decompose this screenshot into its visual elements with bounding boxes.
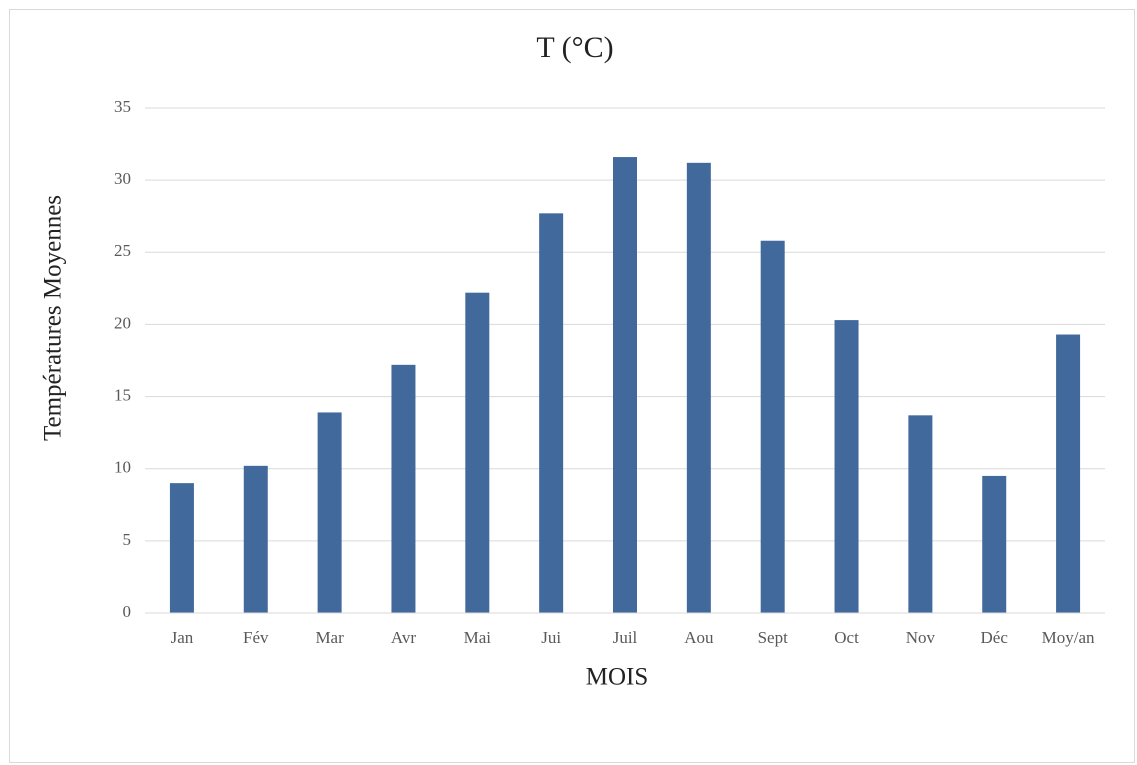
- bar: [982, 475, 1007, 613]
- bar: [243, 465, 268, 613]
- y-axis-title: Températures Moyennes: [40, 195, 67, 441]
- bar: [613, 157, 637, 614]
- x-tick-label: Sept: [758, 628, 789, 647]
- x-tick-label: Mai: [464, 628, 492, 647]
- bar: [1056, 334, 1081, 613]
- x-tick-label: Jui: [541, 628, 561, 647]
- x-tick-label: Nov: [906, 628, 936, 647]
- bar: [539, 213, 564, 614]
- bar: [391, 364, 416, 613]
- bar: [834, 320, 859, 613]
- y-tick-label: 25: [114, 241, 131, 260]
- chart-frame: [9, 9, 1135, 763]
- x-tick-label: Fév: [243, 628, 269, 647]
- bar: [908, 415, 933, 613]
- x-tick-label: Juil: [613, 628, 638, 647]
- x-tick-label: Jan: [171, 628, 194, 647]
- bar: [169, 483, 194, 613]
- x-tick-label: Moy/an: [1042, 628, 1095, 647]
- x-tick-label: Oct: [834, 628, 859, 647]
- bar: [317, 412, 342, 613]
- y-tick-label: 30: [114, 169, 131, 188]
- y-tick-label: 0: [123, 602, 132, 621]
- x-tick-label: Déc: [981, 628, 1009, 647]
- bar: [465, 292, 490, 613]
- bar: [760, 240, 785, 613]
- x-tick-label: Aou: [684, 628, 714, 647]
- y-tick-label: 5: [123, 530, 132, 549]
- x-tick-label: Avr: [391, 628, 417, 647]
- x-tick-label: Mar: [315, 628, 344, 647]
- bar: [686, 162, 711, 614]
- x-axis-title: MOIS: [586, 664, 649, 691]
- y-tick-label: 15: [114, 385, 131, 404]
- y-tick-label: 20: [114, 313, 131, 332]
- chart-title: T (°C): [536, 31, 613, 64]
- y-tick-label: 10: [114, 458, 131, 477]
- y-tick-label: 35: [114, 97, 131, 116]
